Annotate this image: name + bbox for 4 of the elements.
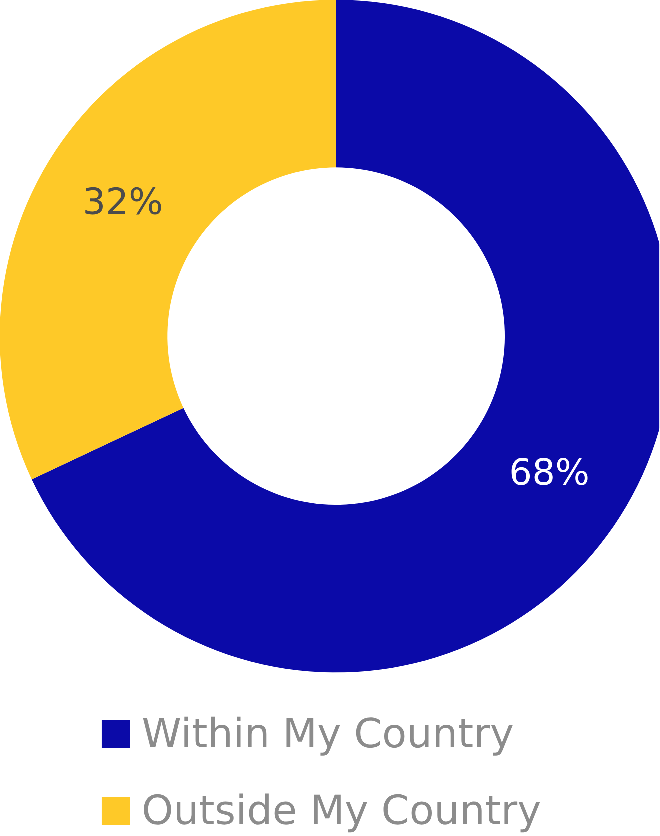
data-label: 68% [512, 458, 588, 486]
legend-label: Outside My Country [144, 794, 540, 833]
data-label: 32% [86, 187, 162, 215]
legend-label: Within My Country [143, 716, 514, 756]
